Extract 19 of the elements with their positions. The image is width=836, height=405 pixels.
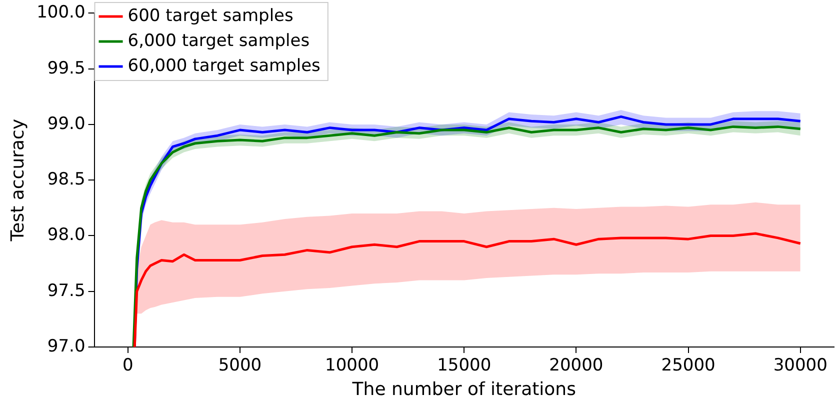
y-tick-label: 100.0 (36, 2, 86, 23)
y-axis-title: Test accuracy (7, 118, 28, 242)
y-tick-label: 99.0 (47, 114, 86, 134)
x-tick-label: 0 (122, 356, 134, 376)
x-axis-title: The number of iterations (351, 378, 576, 400)
x-tick-label: 5000 (218, 356, 262, 376)
y-tick-label: 99.5 (47, 58, 86, 78)
y-tick-label: 98.5 (47, 170, 86, 190)
y-tick-label: 97.0 (47, 336, 86, 356)
y-tick-label: 97.5 (47, 280, 86, 301)
x-tick-label: 15000 (437, 356, 492, 376)
x-tick-label: 10000 (325, 356, 380, 376)
legend-label: 600 target samples (128, 6, 294, 26)
x-tick-label: 25000 (661, 356, 716, 376)
x-tick-label: 30000 (773, 356, 828, 376)
x-tick-label: 20000 (549, 356, 604, 376)
legend-label: 60,000 target samples (128, 56, 321, 76)
legend-label: 6,000 target samples (128, 30, 310, 51)
y-tick-label: 98.0 (47, 225, 86, 246)
